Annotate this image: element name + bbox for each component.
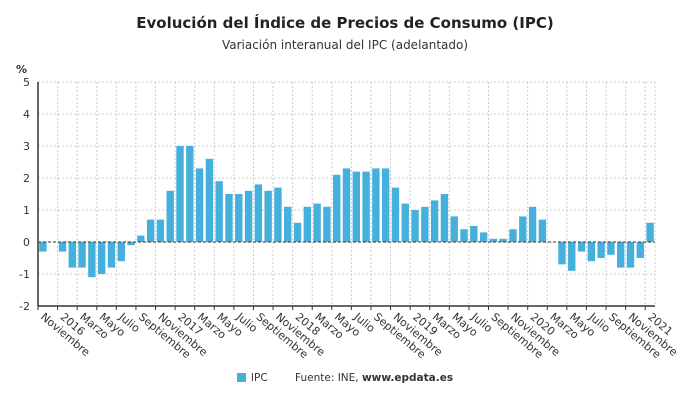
y-tick-label: -1 [19,268,30,281]
bar [381,168,390,242]
bar [225,194,233,242]
bar [538,219,547,242]
legend-series-label: IPC [250,372,268,384]
bar [195,168,204,242]
bar [499,238,507,242]
bar [215,181,223,242]
legend: IPC Fuente: INE, www.epdata.es [0,372,690,384]
bar [470,226,478,242]
bar [156,219,165,242]
bar [489,238,498,242]
bar [558,242,566,265]
source-prefix: Fuente: INE, [295,372,362,384]
bar [509,229,517,242]
bar [39,242,47,252]
bar [303,206,312,242]
bar [254,184,263,242]
bar [411,210,419,242]
bar [342,168,351,242]
bar [78,242,86,268]
source-link[interactable]: www.epdata.es [361,372,454,384]
bar [137,235,145,242]
bar [235,194,243,242]
bar [186,146,194,242]
bar [313,203,321,242]
bar [333,174,341,242]
y-tick-label: 0 [23,236,30,249]
bar [577,242,586,252]
bar [372,168,380,242]
bar [166,190,174,242]
chart-title: Evolución del Índice de Precios de Consu… [136,14,554,32]
y-tick-label: -2 [19,300,30,313]
bar [646,222,654,242]
bar [528,206,537,242]
chart-subtitle: Variación interanual del IPC (adelantado… [221,38,469,52]
bar [323,206,331,242]
bar [636,242,645,258]
bar [440,194,449,242]
bar [460,229,468,242]
bar [97,242,106,274]
bar [293,222,302,242]
bar [284,206,292,242]
y-axis-label: % [16,63,27,76]
bar [450,216,458,242]
bar [421,206,429,242]
bar [68,242,76,268]
legend-swatch [236,373,246,382]
bar [401,203,409,242]
bar [117,242,125,262]
bar [205,158,214,242]
bar [607,242,615,255]
bar [107,242,116,268]
bar [587,242,596,262]
bar [264,190,272,242]
bar [362,171,370,242]
bar [244,190,253,242]
bar [597,242,605,258]
bar [430,200,439,242]
y-tick-label: 3 [23,140,30,153]
bar [58,242,67,252]
bar [127,242,135,246]
bar [274,187,282,242]
bar [479,232,488,242]
bar [617,242,625,268]
y-tick-label: 2 [23,172,30,185]
bar [568,242,576,271]
bar [146,219,155,242]
bar [176,146,184,242]
bar [352,171,360,242]
bar [519,216,527,242]
y-tick-label: 5 [23,76,30,89]
y-tick-label: 1 [23,204,30,217]
y-tick-label: 4 [23,108,30,121]
bar [88,242,96,278]
bar [391,187,400,242]
bar [626,242,635,268]
